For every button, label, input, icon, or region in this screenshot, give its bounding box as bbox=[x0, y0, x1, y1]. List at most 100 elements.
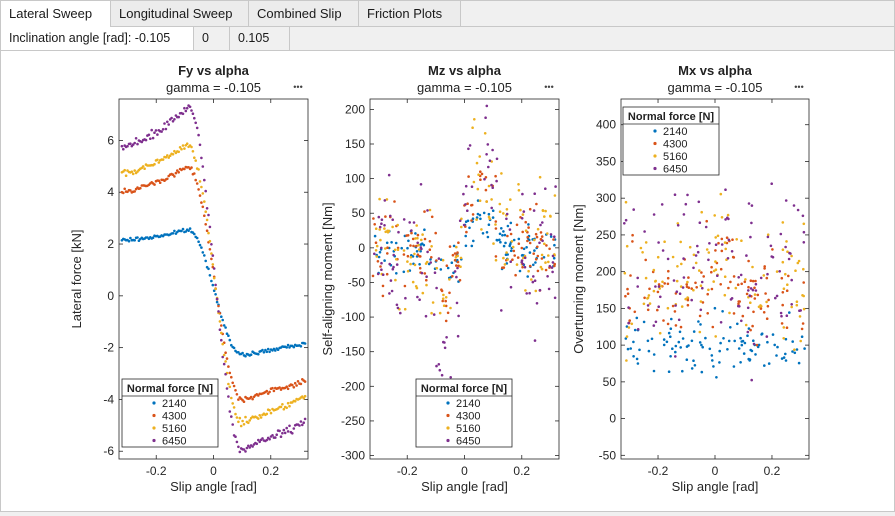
data-point-2140 bbox=[509, 249, 513, 253]
data-point-5160 bbox=[231, 402, 234, 405]
data-point-5160 bbox=[279, 405, 283, 409]
data-point-6450 bbox=[161, 128, 165, 131]
data-point-4300 bbox=[743, 280, 747, 284]
data-point-5160 bbox=[375, 244, 379, 248]
data-point-6450 bbox=[237, 445, 240, 449]
data-point-6450 bbox=[724, 218, 727, 221]
inclination-tab-active[interactable]: Inclination angle [rad]: -0.105 bbox=[1, 27, 194, 50]
data-point-2140 bbox=[193, 232, 196, 236]
data-point-5160 bbox=[517, 183, 520, 186]
data-point-5160 bbox=[502, 212, 505, 215]
data-point-4300 bbox=[702, 275, 705, 278]
data-point-6450 bbox=[183, 106, 186, 110]
axes-menu-icon[interactable]: ••• bbox=[293, 82, 302, 92]
data-point-6450 bbox=[719, 321, 723, 324]
data-point-6450 bbox=[383, 199, 387, 202]
data-point-5160 bbox=[487, 184, 491, 188]
data-point-6450 bbox=[521, 192, 524, 196]
data-point-2140 bbox=[776, 345, 779, 349]
data-point-6450 bbox=[483, 177, 486, 181]
legend-marker-6450 bbox=[653, 166, 657, 171]
data-point-4300 bbox=[405, 234, 408, 237]
data-point-5160 bbox=[766, 233, 770, 236]
inclination-tab-positive[interactable]: 0.105 bbox=[230, 27, 290, 50]
data-point-6450 bbox=[790, 303, 793, 306]
legend-entry-6450: 6450 bbox=[663, 164, 687, 176]
data-point-5160 bbox=[241, 419, 244, 423]
data-point-5160 bbox=[642, 302, 646, 306]
tab-friction-plots[interactable]: Friction Plots bbox=[359, 1, 461, 26]
legend-marker-2140 bbox=[446, 401, 450, 405]
data-point-6450 bbox=[636, 276, 639, 280]
data-point-4300 bbox=[741, 314, 745, 318]
data-point-2140 bbox=[506, 224, 510, 228]
data-point-5160 bbox=[543, 215, 546, 218]
data-point-6450 bbox=[779, 232, 783, 236]
data-point-6450 bbox=[390, 289, 394, 293]
data-point-2140 bbox=[766, 340, 769, 344]
data-point-2140 bbox=[498, 238, 501, 242]
data-point-5160 bbox=[415, 224, 419, 227]
data-point-5160 bbox=[713, 214, 716, 217]
data-point-6450 bbox=[750, 221, 753, 225]
data-point-5160 bbox=[500, 172, 503, 175]
data-point-4300 bbox=[674, 324, 678, 327]
data-point-5160 bbox=[751, 265, 754, 269]
data-point-2140 bbox=[487, 212, 491, 216]
data-point-2140 bbox=[204, 259, 207, 263]
x-tick-label: 0.2 bbox=[513, 464, 530, 478]
data-point-6450 bbox=[190, 109, 193, 112]
data-point-6450 bbox=[636, 285, 639, 288]
data-point-4300 bbox=[502, 266, 506, 269]
data-point-4300 bbox=[139, 186, 142, 190]
data-point-6450 bbox=[396, 306, 400, 310]
data-point-4300 bbox=[527, 226, 530, 229]
y-tick-label: -2 bbox=[103, 341, 114, 355]
data-point-6450 bbox=[438, 368, 442, 372]
data-point-4300 bbox=[272, 389, 276, 393]
data-point-4300 bbox=[193, 172, 196, 175]
data-point-6450 bbox=[746, 330, 750, 334]
data-point-4300 bbox=[494, 255, 498, 258]
axes-menu-icon[interactable]: ••• bbox=[794, 82, 803, 92]
data-point-2140 bbox=[464, 234, 468, 238]
data-point-6450 bbox=[380, 261, 383, 265]
data-point-4300 bbox=[446, 311, 450, 315]
data-point-4300 bbox=[455, 264, 458, 267]
data-point-2140 bbox=[446, 266, 450, 270]
data-point-2140 bbox=[625, 325, 629, 328]
tab-lateral-sweep[interactable]: Lateral Sweep bbox=[1, 1, 111, 27]
legend-title: Normal force [N] bbox=[421, 383, 508, 395]
data-point-5160 bbox=[494, 223, 497, 226]
data-point-6450 bbox=[674, 304, 677, 307]
axes-menu-icon[interactable]: ••• bbox=[544, 82, 553, 92]
tab-combined-slip[interactable]: Combined Slip bbox=[249, 1, 359, 26]
inclination-tab-zero[interactable]: 0 bbox=[194, 27, 230, 50]
data-point-5160 bbox=[190, 145, 193, 149]
data-point-6450 bbox=[392, 253, 396, 257]
data-point-5160 bbox=[375, 255, 379, 258]
data-point-6450 bbox=[134, 137, 138, 140]
data-point-4300 bbox=[466, 202, 469, 205]
data-point-6450 bbox=[720, 243, 724, 246]
data-point-2140 bbox=[265, 350, 269, 354]
data-point-5160 bbox=[660, 284, 663, 288]
data-point-2140 bbox=[650, 337, 654, 341]
data-point-4300 bbox=[371, 274, 375, 278]
data-point-2140 bbox=[636, 362, 640, 365]
data-point-4300 bbox=[731, 238, 734, 241]
tab-longitudinal-sweep[interactable]: Longitudinal Sweep bbox=[111, 1, 249, 26]
data-point-4300 bbox=[727, 286, 730, 290]
data-point-5160 bbox=[530, 278, 533, 281]
data-point-6450 bbox=[690, 298, 693, 302]
data-point-5160 bbox=[239, 424, 243, 428]
data-point-2140 bbox=[760, 333, 763, 336]
legend-entry-5160: 5160 bbox=[162, 423, 186, 435]
data-point-4300 bbox=[133, 190, 136, 193]
data-point-4300 bbox=[685, 283, 688, 286]
data-point-6450 bbox=[737, 304, 740, 308]
legend-marker-6450 bbox=[152, 438, 156, 443]
data-point-6450 bbox=[437, 257, 441, 260]
legend-box bbox=[121, 378, 219, 448]
data-point-5160 bbox=[259, 416, 263, 419]
